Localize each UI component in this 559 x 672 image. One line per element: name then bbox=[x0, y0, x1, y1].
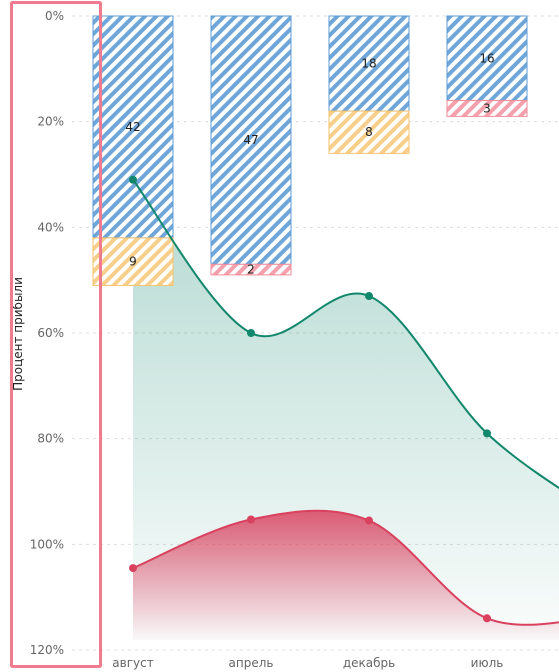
highlight-box bbox=[10, 1, 102, 668]
bar-value-label: 3 bbox=[483, 101, 491, 115]
line-point bbox=[129, 175, 137, 184]
bar-layer bbox=[92, 15, 528, 286]
y-tick-label: 60% bbox=[37, 326, 64, 340]
bar-segment bbox=[210, 263, 292, 276]
line-point bbox=[365, 516, 373, 525]
y-tick-label: 100% bbox=[30, 537, 64, 551]
line-point bbox=[129, 564, 137, 573]
bar-value-label: 18 bbox=[361, 57, 376, 71]
line-layer bbox=[129, 175, 559, 626]
line-point bbox=[483, 429, 491, 438]
bar-segment bbox=[210, 15, 292, 265]
bar-value-label: 16 bbox=[479, 51, 494, 65]
bar-value-label: 8 bbox=[365, 125, 373, 139]
bar-value-label: 9 bbox=[129, 255, 137, 269]
line-point bbox=[247, 329, 255, 337]
y-tick-label: 120% bbox=[30, 643, 64, 657]
line-point bbox=[365, 292, 373, 301]
line-point bbox=[483, 614, 491, 623]
y-tick-label: 0% bbox=[45, 9, 64, 23]
bar-segment bbox=[446, 100, 528, 117]
x-tick-label: апрель bbox=[229, 656, 274, 670]
area-layer bbox=[133, 179, 559, 640]
bar-segment bbox=[328, 110, 410, 154]
line-area bbox=[133, 510, 559, 640]
y-tick-label: 20% bbox=[37, 115, 64, 129]
bar-segment bbox=[92, 237, 174, 286]
y-axis-title: Процент прибыли bbox=[11, 277, 25, 391]
bar-segment bbox=[328, 15, 410, 112]
bar-segment bbox=[92, 15, 174, 239]
bar-value-label: 2 bbox=[247, 263, 255, 277]
bar-value-label: 47 bbox=[243, 133, 258, 147]
line-point bbox=[247, 515, 255, 524]
x-tick-label: август bbox=[112, 656, 153, 670]
axis-layer: Процент прибыли 0% 20% 40% 60% 80% 100% 120% ав… bbox=[11, 9, 503, 670]
y-tick-label: 80% bbox=[37, 432, 64, 446]
bar-segment bbox=[446, 15, 528, 102]
x-tick-label: декабрь bbox=[343, 656, 395, 670]
x-tick-label: июль bbox=[471, 656, 504, 670]
bar-value-label: 42 bbox=[125, 120, 140, 134]
y-tick-label: 40% bbox=[37, 220, 64, 234]
label-layer: 42 9 47 2 18 8 16 3 bbox=[125, 51, 494, 276]
